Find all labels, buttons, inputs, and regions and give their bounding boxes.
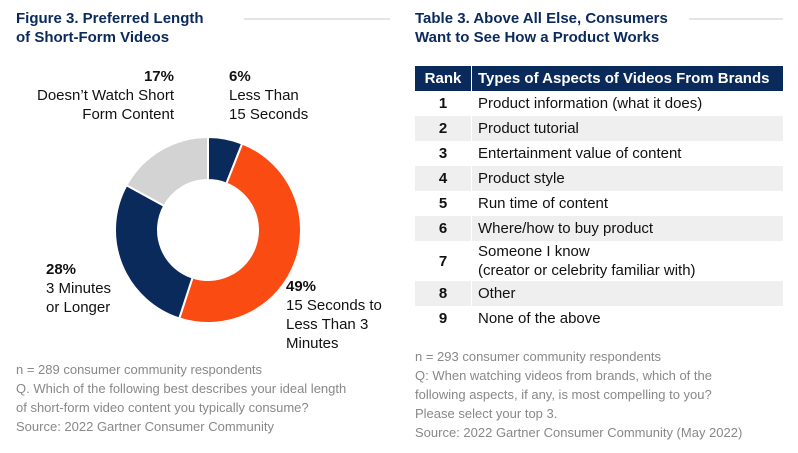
row-rank: 9 [438,310,448,327]
figure-note-question-2: of short-form video content you typicall… [16,400,309,415]
row-aspect: Entertainment value of content [471,141,783,166]
figure-title-rule [244,18,390,20]
slice-text-28-line-2: or Longer [46,299,111,316]
slice-label-6: 6% Less Than 15 Seconds [229,67,308,124]
row-rank: 8 [415,281,472,306]
figure-note-source: Source: 2022 Gartner Consumer Community [16,419,274,434]
row-aspect: Other [471,281,783,306]
figure-note-question-1: Q. Which of the following best describes… [16,381,347,396]
table-row: 3 Entertainment value of content [415,141,783,166]
table-row: 2 Product tutorial [415,116,783,141]
slice-pct-28: 28% [46,261,77,278]
slice-text-49-line-3: Minutes [286,335,339,352]
header-rank: Rank [415,66,472,91]
table-title-rule [689,18,783,20]
table-note-source: Source: 2022 Gartner Consumer Community … [415,425,743,440]
slice-text-49-line-1: 15 Seconds to [286,297,382,314]
row-rank: 6 [415,216,472,241]
figure-note-sample: n = 289 consumer community respondents [16,362,263,377]
table-header-row: Rank Types of Aspects of Videos From Bra… [415,66,783,91]
row-rank: 1 [438,95,448,112]
row-rank: 2 [415,116,472,141]
table-note-sample: n = 293 consumer community respondents [415,349,662,364]
table-row: 1 Product information (what it does) [415,91,783,116]
row-aspect: Product information (what it does) [471,91,783,116]
slice-label-17: 17% Doesn’t Watch Short Form Content [10,67,174,124]
table-row: 9 None of the above [415,306,783,331]
row-aspect-line-1: Someone I know [478,243,590,260]
row-aspect: Product style [471,166,783,191]
slice-text-6-line-1: Less Than [229,87,299,104]
row-rank: 3 [438,145,448,162]
row-aspect: Someone I know (creator or celebrity fam… [471,241,783,281]
header-aspect: Types of Aspects of Videos From Brands [471,66,783,91]
row-aspect: Product tutorial [471,116,783,141]
row-aspect: Run time of content [471,191,783,216]
slice-text-49-line-2: Less Than 3 [286,316,369,333]
slice-text-6-line-2: 15 Seconds [229,106,309,123]
figure-notes: n = 289 consumer community respondents Q… [16,360,346,436]
slice-pct-49: 49% [286,278,317,295]
table-title-line-1: Table 3. Above All Else, Consumers [415,10,668,27]
slice-label-28: 28% 3 Minutes or Longer [46,260,111,317]
table-notes: n = 293 consumer community respondents Q… [415,347,742,442]
table-row: 5 Run time of content [415,191,783,216]
row-aspect: Where/how to buy product [471,216,783,241]
slice-text-17-line-2: Form Content [82,106,174,123]
slice-pct-17: 17% [143,68,174,85]
row-aspect: None of the above [471,306,783,331]
row-aspect-line-2: (creator or celebrity familiar with) [478,262,696,279]
donut-slice-6 [207,135,244,185]
table-row: 8 Other [415,281,783,306]
donut-slice-28 [114,183,194,320]
figure-title-line-2: of Short-Form Videos [16,29,170,46]
table-row: 6 Where/how to buy product [415,216,783,241]
table-note-question-3: Please select your top 3. [415,406,558,421]
slice-label-49: 49% 15 Seconds to Less Than 3 Minutes [286,277,382,353]
slice-text-28-line-1: 3 Minutes [46,280,112,297]
table-note-question-1: Q: When watching videos from brands, whi… [415,368,712,383]
row-rank: 5 [438,195,448,212]
row-rank: 7 [438,252,448,270]
donut-slice-49 [178,142,302,324]
figure-title: Figure 3. Preferred Length of Short-Form… [16,9,204,47]
slice-pct-6: 6% [229,68,251,85]
donut-slice-17 [125,135,209,208]
row-rank: 4 [415,166,472,191]
table-title-line-2: Want to See How a Product Works [415,29,660,46]
slice-text-17-line-1: Doesn’t Watch Short [37,87,174,104]
table-row: 7 Someone I know (creator or celebrity f… [415,241,783,281]
table-row: 4 Product style [415,166,783,191]
ranking-table: Rank Types of Aspects of Videos From Bra… [415,66,783,331]
table-note-question-2: following aspects, if any, is most compe… [415,387,712,402]
figure-title-line-1: Figure 3. Preferred Length [16,10,204,27]
table-title: Table 3. Above All Else, Consumers Want … [415,9,668,47]
